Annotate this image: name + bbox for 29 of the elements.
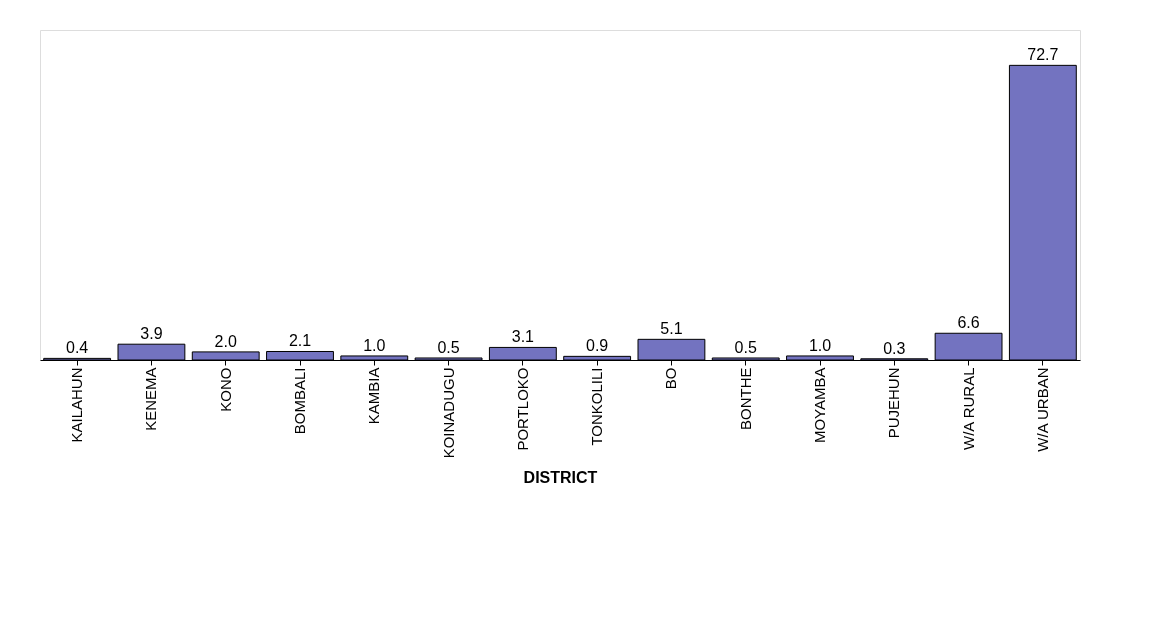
x-tick-label: BO: [662, 367, 680, 390]
data-label: 5.1: [660, 320, 683, 338]
x-tick-label: KENEMA: [142, 367, 160, 431]
x-tick-label: W/A RURAL: [959, 367, 977, 451]
x-tick-label: BONTHE: [736, 367, 754, 431]
data-label: 2.1: [288, 332, 312, 350]
data-label: 1.0: [808, 336, 832, 354]
data-label: 0.9: [586, 337, 609, 355]
data-label: 0.5: [734, 338, 757, 356]
x-axis-title: DISTRICT: [523, 469, 598, 487]
x-tick-label: W/A URBAN: [1033, 367, 1051, 452]
data-label: 3.1: [511, 328, 535, 346]
data-label: 72.7: [1027, 46, 1059, 64]
data-label: 2.0: [214, 332, 237, 350]
x-tick-label: KAMBIA: [365, 367, 383, 425]
x-tick-label: PORTLOKO: [513, 367, 531, 451]
x-tick-label: MOYAMBA: [811, 367, 828, 444]
data-label: 1.0: [363, 336, 386, 354]
data-label: 0.4: [66, 339, 89, 357]
data-label: 3.9: [140, 325, 163, 343]
x-tick-label: KONO: [216, 367, 234, 412]
x-tick-label: BOMBALI: [291, 367, 308, 435]
data-label: 0.3: [883, 339, 906, 357]
x-tick-label: KOINADUGU: [439, 367, 457, 459]
x-tick-label: KAILAHUN: [68, 367, 86, 443]
data-label: 0.5: [437, 338, 460, 356]
data-label: 6.6: [957, 314, 980, 332]
x-tick-label: TONKOLILI: [588, 367, 606, 446]
x-tick-label: PUJEHUN: [885, 367, 903, 439]
